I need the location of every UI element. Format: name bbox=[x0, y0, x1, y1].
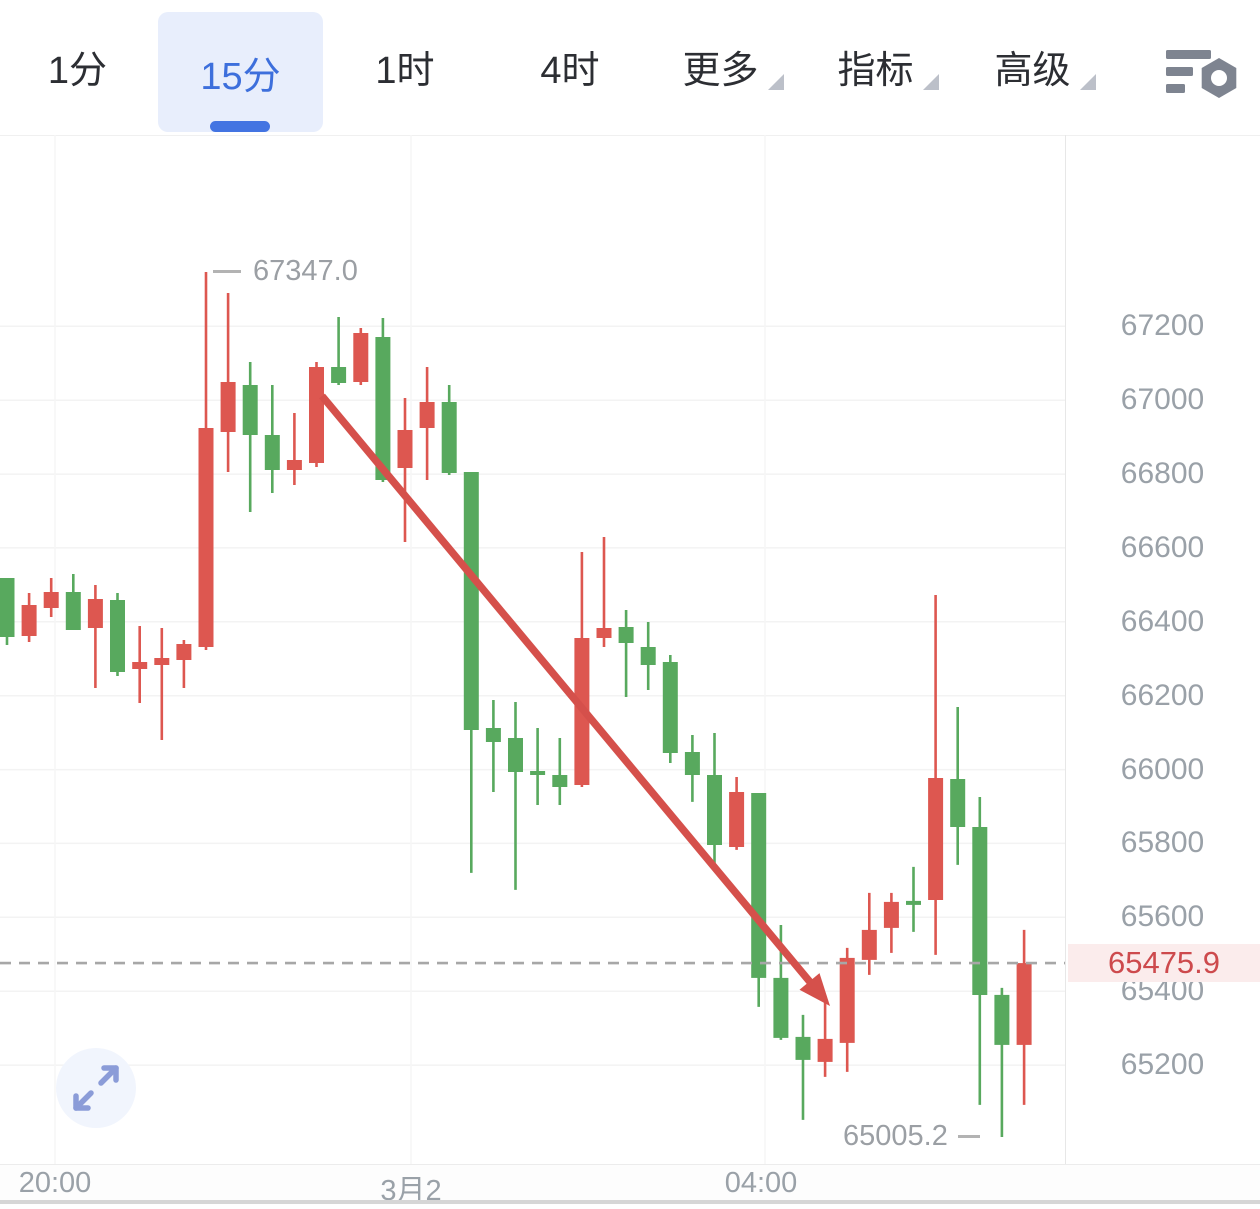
selected-tab-indicator bbox=[210, 121, 270, 132]
high-price-label: 67347.0 bbox=[213, 255, 358, 288]
menu-advanced[interactable]: 高级 bbox=[960, 0, 1130, 133]
time-tick: 04:00 bbox=[724, 1167, 798, 1199]
expand-chart-button[interactable] bbox=[56, 1048, 136, 1128]
high-dash-icon bbox=[213, 270, 241, 273]
time-axis: 20:00 3月2 04:00 bbox=[0, 1164, 1260, 1207]
price-tick-label: 66000 bbox=[1120, 753, 1205, 786]
price-tick-label: 66600 bbox=[1120, 531, 1205, 564]
chart-settings-button[interactable] bbox=[1158, 42, 1248, 108]
tab-1min-label: 1分 bbox=[47, 50, 108, 92]
price-tick-label: 65800 bbox=[1120, 826, 1205, 859]
menu-advanced-label: 高级 bbox=[994, 50, 1071, 92]
tab-1hour-label: 1时 bbox=[375, 50, 435, 92]
low-dash-icon bbox=[957, 1135, 980, 1138]
low-price-value: 65005.2 bbox=[843, 1120, 948, 1152]
menu-indicators-label: 指标 bbox=[837, 50, 914, 92]
caret-down-icon bbox=[1079, 73, 1096, 90]
chart-toolbar: 1分 15分 1时 4时 更多 指标 高级 bbox=[0, 0, 1260, 135]
low-price-label: 65005.2 bbox=[843, 1120, 980, 1153]
price-tick-label: 67000 bbox=[1120, 383, 1205, 416]
tab-15min-label: 15分 bbox=[200, 55, 281, 98]
current-price-value: 65475.9 bbox=[1107, 945, 1221, 980]
tab-4hour-label: 4时 bbox=[540, 50, 600, 92]
price-axis[interactable]: 67200 67000 66800 66600 66400 66200 66000 65800… bbox=[1065, 135, 1260, 1164]
menu-more[interactable]: 更多 bbox=[648, 0, 818, 133]
caret-down-icon bbox=[767, 73, 784, 90]
price-tick-label: 66800 bbox=[1120, 457, 1205, 490]
tab-15min-selected[interactable]: 15分 bbox=[158, 12, 323, 132]
price-tick-label: 65200 bbox=[1120, 1048, 1205, 1081]
trend-arrow bbox=[319, 393, 830, 1006]
price-tick-label: 67200 bbox=[1120, 309, 1205, 342]
chart-settings-icon bbox=[1166, 50, 1237, 98]
expand-icon bbox=[73, 1065, 119, 1111]
price-tick-label: 65600 bbox=[1120, 900, 1205, 933]
toolbar-divider bbox=[0, 135, 1260, 136]
candles bbox=[0, 272, 1032, 1137]
high-price-value: 67347.0 bbox=[253, 255, 358, 287]
price-tick-label: 66200 bbox=[1120, 679, 1205, 712]
caret-down-icon bbox=[922, 73, 939, 90]
time-tick: 20:00 bbox=[18, 1167, 92, 1199]
menu-indicators[interactable]: 指标 bbox=[803, 0, 973, 133]
tab-4hour[interactable]: 4时 bbox=[488, 0, 652, 133]
tab-1min[interactable]: 1分 bbox=[0, 0, 155, 133]
gridlines bbox=[0, 135, 1065, 1164]
menu-more-label: 更多 bbox=[682, 50, 759, 92]
price-tick-label: 66400 bbox=[1120, 605, 1205, 638]
price-axis-separator bbox=[1065, 135, 1066, 1164]
tab-1hour[interactable]: 1时 bbox=[323, 0, 487, 133]
candlestick-chart[interactable] bbox=[0, 135, 1065, 1164]
current-price-tag: 65475.9 bbox=[1068, 944, 1260, 982]
bottom-divider bbox=[0, 1200, 1260, 1204]
